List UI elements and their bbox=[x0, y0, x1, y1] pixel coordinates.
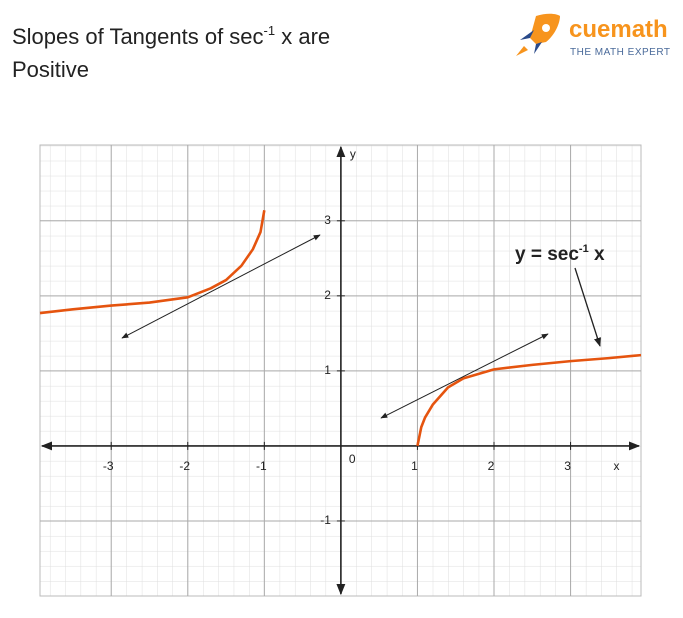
logo: cuemath THE MATH EXPERT bbox=[516, 13, 670, 58]
y-tick-label: 1 bbox=[324, 363, 331, 377]
x-tick-label: 3 bbox=[564, 459, 571, 473]
y-tick-label: 3 bbox=[324, 213, 331, 227]
x-tick-label: -2 bbox=[179, 459, 190, 473]
chart-title: Slopes of Tangents of sec-1 x are bbox=[12, 23, 330, 49]
x-tick-label: -3 bbox=[103, 459, 114, 473]
origin-label: 0 bbox=[349, 452, 356, 466]
chart-title-line2: Positive bbox=[12, 57, 89, 82]
y-tick-label: 2 bbox=[324, 288, 331, 302]
annotation: y = sec-1 x bbox=[515, 243, 605, 265]
x-tick-label: 1 bbox=[411, 459, 418, 473]
tangent-arrow bbox=[380, 333, 549, 419]
tangent-arrow bbox=[121, 234, 321, 339]
x-axis-label: x bbox=[614, 459, 620, 473]
annotation-pointer bbox=[574, 267, 601, 347]
y-tick-label: -1 bbox=[320, 513, 331, 527]
logo-name: cuemath bbox=[569, 16, 668, 43]
x-tick-label: -1 bbox=[256, 459, 267, 473]
logo-tagline: THE MATH EXPERT bbox=[570, 47, 670, 58]
y-axis-label: y bbox=[350, 147, 356, 161]
axes: -3 -2 -1 1 2 3 -1 1 2 3 x y 0 bbox=[40, 145, 641, 596]
x-tick-label: 2 bbox=[488, 459, 495, 473]
